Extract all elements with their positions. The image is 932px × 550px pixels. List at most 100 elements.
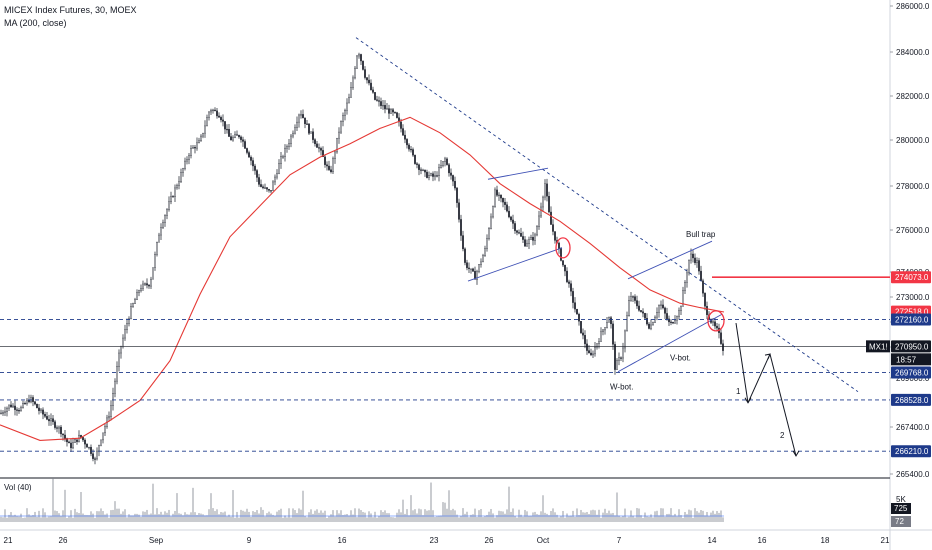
candle-body — [344, 110, 346, 116]
candle-body — [568, 281, 570, 284]
candle-body — [664, 307, 666, 314]
candle-body — [38, 407, 40, 411]
volume-bar — [490, 508, 492, 522]
volume-bar — [718, 512, 720, 522]
candle-body — [546, 183, 548, 197]
volume-bar — [58, 513, 60, 522]
candle-body — [136, 292, 138, 300]
candle-body — [194, 146, 196, 149]
volume-bar — [316, 509, 318, 522]
volume-bar — [48, 516, 50, 522]
volume-bar — [282, 517, 284, 522]
volume-bar — [660, 508, 662, 522]
candle-body — [678, 310, 680, 317]
volume-bar — [120, 513, 122, 522]
volume-bar — [538, 514, 540, 522]
volume-bar — [264, 516, 266, 522]
candle-body — [506, 204, 508, 212]
volume-bar — [22, 517, 24, 522]
volume-bar — [702, 510, 704, 522]
candle-body — [202, 132, 204, 137]
volume-bar — [162, 514, 164, 522]
candle-body — [446, 158, 448, 165]
volume-bar — [356, 517, 358, 522]
time-tick-label: Sep — [149, 536, 164, 545]
volume-bar — [722, 517, 724, 522]
volume-bar — [510, 511, 512, 522]
volume-bar — [472, 514, 474, 522]
volume-bar — [438, 515, 440, 522]
volume-bar — [650, 514, 652, 522]
candle-body — [56, 427, 58, 429]
price-tick-label: 269000.0 — [896, 374, 930, 383]
candle-body — [658, 305, 660, 313]
volume-bar — [24, 517, 26, 522]
volume-bar — [408, 515, 410, 522]
candle-body — [308, 123, 310, 134]
volume-bar — [460, 516, 462, 522]
volume-bar — [144, 511, 146, 522]
volume-bar — [314, 510, 316, 522]
candle-body — [562, 260, 564, 266]
candle-body — [72, 442, 74, 449]
candle-body — [508, 210, 510, 218]
volume-bar — [186, 514, 188, 522]
candle-body — [112, 393, 114, 406]
candle-body — [602, 329, 604, 333]
candle-body — [96, 450, 98, 460]
volume-bar — [14, 514, 16, 522]
volume-bar — [46, 517, 48, 522]
v-bottom-label: V-bot. — [670, 354, 691, 363]
candle-body — [500, 194, 502, 199]
candle-body — [70, 442, 72, 449]
countdown-tag — [891, 353, 931, 366]
volume-bar — [164, 511, 166, 522]
volume-bar — [378, 515, 380, 522]
volume-bar — [250, 516, 252, 522]
volume-bar — [684, 511, 686, 522]
candle-body — [84, 439, 86, 445]
volume-bar — [292, 508, 294, 522]
candle-body — [430, 173, 432, 176]
wave-1-label: 1 — [736, 387, 741, 396]
volume-bar — [616, 492, 618, 522]
candle-body — [376, 99, 378, 101]
candle-body — [582, 332, 584, 336]
price-tag-label: 268528.0 — [895, 396, 929, 405]
volume-bar — [212, 508, 214, 522]
volume-bar — [516, 517, 518, 522]
candle-body — [524, 239, 526, 247]
time-tick-label: 9 — [247, 536, 252, 545]
candle-body — [114, 380, 116, 394]
volume-bar — [530, 515, 532, 522]
volume-bar — [304, 516, 306, 522]
candle-body — [214, 109, 216, 112]
candle-body — [396, 112, 398, 118]
volume-bar — [484, 516, 486, 522]
candle-body — [558, 242, 560, 249]
volume-bar — [44, 512, 46, 522]
candle-body — [640, 310, 642, 312]
candle-body — [454, 181, 456, 189]
candle-body — [272, 181, 274, 191]
volume-bar — [274, 515, 276, 522]
volume-bar — [358, 508, 360, 522]
candle-body — [686, 272, 688, 283]
volume-bar — [286, 517, 288, 522]
candle-body — [154, 254, 156, 268]
candle-body — [354, 67, 356, 79]
volume-bar — [390, 517, 392, 522]
volume-bar — [618, 515, 620, 522]
volume-bar — [480, 509, 482, 522]
volume-bar — [268, 511, 270, 522]
volume-bar — [452, 508, 454, 522]
candle-body — [200, 135, 202, 141]
volume-bar — [628, 516, 630, 522]
candle-body — [504, 201, 506, 205]
candle-body — [236, 134, 238, 136]
candle-body — [336, 137, 338, 153]
volume-bar — [188, 514, 190, 522]
candle-body — [4, 411, 6, 413]
candle-body — [368, 79, 370, 84]
